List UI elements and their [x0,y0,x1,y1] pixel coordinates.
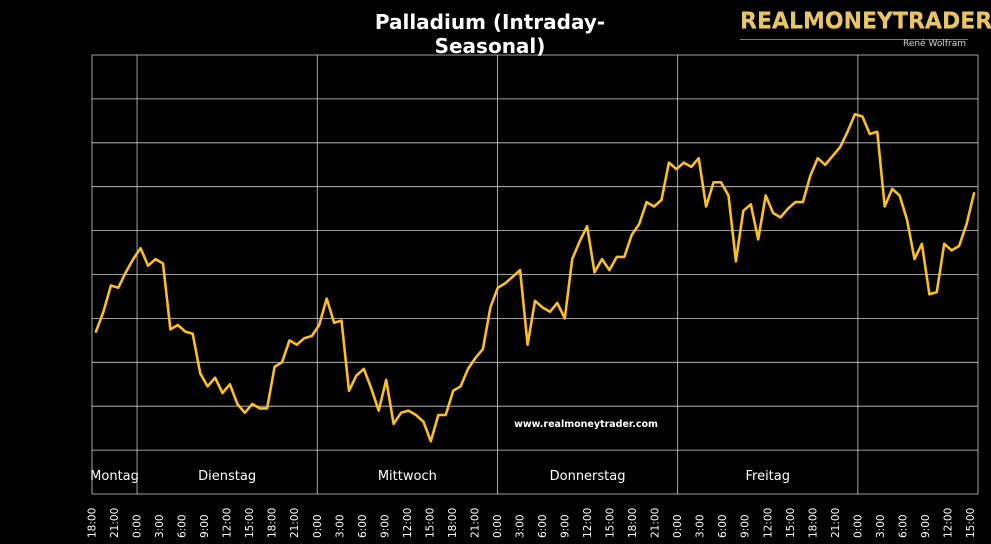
chart-title: Palladium (Intraday-Seasonal) [374,10,606,58]
x-tick-label: 0:00 [852,514,864,538]
day-labels: Montag Dienstag Mittwoch Donnerstag Freitag [90,469,790,484]
x-tick-label: 6:00 [537,514,549,538]
x-tick-label: 21:00 [650,508,662,538]
x-tick-label: 12:00 [582,508,594,538]
x-tick-label: 6:00 [177,514,189,538]
x-tick-label: 3:00 [695,514,707,538]
x-tick-label: 21:00 [830,508,842,538]
x-tick-label: 9:00 [379,514,391,538]
x-tick-label: 0:00 [312,514,324,538]
x-tick-label: 3:00 [875,514,887,538]
x-tick-label: 6:00 [897,514,909,538]
x-tick-label: 6:00 [717,514,729,538]
day-label: Freitag [745,469,790,484]
x-tick-label: 15:00 [424,508,436,538]
x-tick-label: 21:00 [469,508,481,538]
day-label: Donnerstag [550,469,626,484]
x-tick-label: 0:00 [132,514,144,538]
x-tick-label: 3:00 [334,514,346,538]
day-label: Dienstag [198,469,256,484]
watermark-url: www.realmoneytrader.com [514,419,658,430]
x-tick-label: 18:00 [267,508,279,538]
x-tick-label: 9:00 [199,514,211,538]
brand-logo: REALMONEYTRADER René Wolfram [740,9,991,49]
x-tick-label: 6:00 [357,514,369,538]
x-tick-label: 18:00 [87,508,99,538]
gridlines [91,54,979,495]
x-tick-label: 21:00 [109,508,121,538]
x-tick-label: 9:00 [560,514,572,538]
day-label: Montag [90,469,139,484]
x-tick-label: 0:00 [672,514,684,538]
x-tick-label: 0:00 [492,514,504,538]
x-tick-label: 12:00 [762,508,774,538]
x-tick-label: 18:00 [807,508,819,538]
x-tick-label: 12:00 [402,508,414,538]
brand-author: René Wolfram [902,39,966,49]
brand-divider [740,39,968,40]
x-tick-label: 9:00 [920,514,932,538]
x-tick-labels: 18:00 21:00 0:00 3:00 6:00 9:00 12:00 15:00 18:0… [87,508,977,538]
x-tick-label: 18:00 [627,508,639,538]
day-separators [136,55,859,494]
brand-name: REALMONEYTRADER [740,9,991,34]
x-tick-label: 12:00 [942,508,954,538]
x-tick-label: 15:00 [965,508,977,538]
x-tick-label: 3:00 [514,514,526,538]
x-tick-label: 15:00 [244,508,256,538]
x-tick-label: 21:00 [289,508,301,538]
series-line [94,113,976,443]
x-tick-label: 18:00 [447,508,459,538]
x-tick-label: 3:00 [154,514,166,538]
day-label: Mittwoch [378,469,437,484]
x-tick-label: 9:00 [740,514,752,538]
x-tick-label: 15:00 [605,508,617,538]
x-tick-label: 15:00 [785,508,797,538]
x-tick-label: 12:00 [222,508,234,538]
